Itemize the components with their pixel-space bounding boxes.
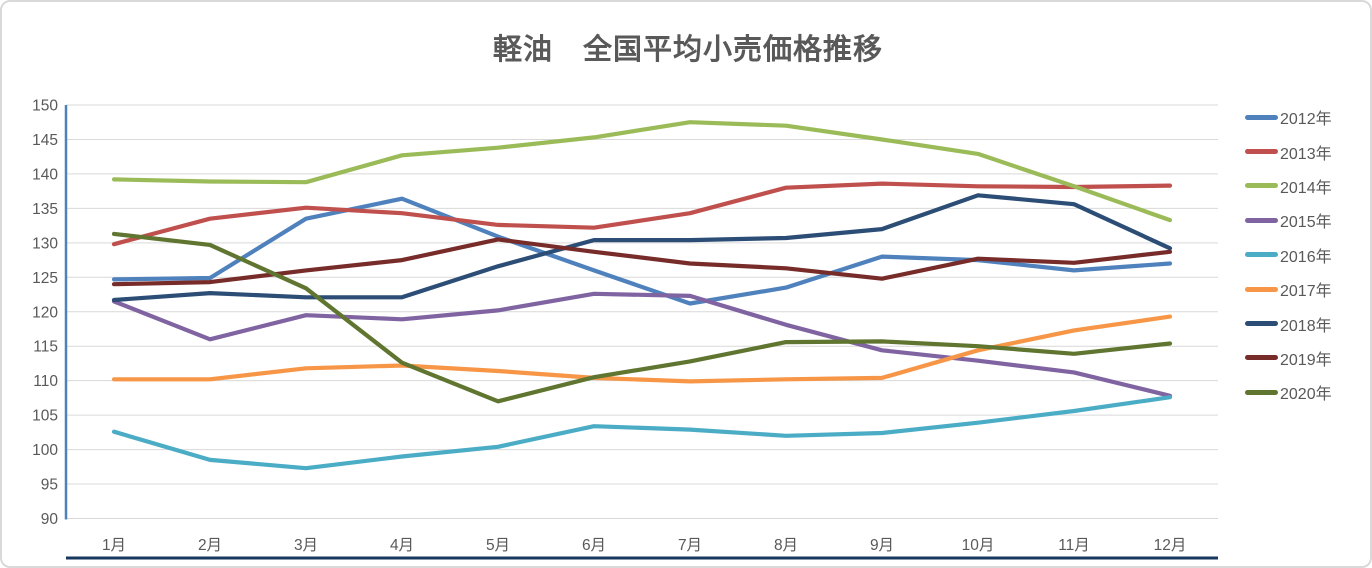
x-axis-month-label: 9月 xyxy=(870,537,894,554)
x-axis-month-label: 12月 xyxy=(1154,537,1187,554)
legend-swatch-icon xyxy=(1245,389,1278,395)
x-axis-month-label: 1月 xyxy=(102,537,126,554)
legend-swatch-icon xyxy=(1245,183,1278,189)
legend-label: 2020年 xyxy=(1280,386,1332,404)
legend-swatch-icon xyxy=(1245,286,1278,292)
legend-label: 2014年 xyxy=(1280,179,1332,197)
y-axis-tick-label: 105 xyxy=(32,408,58,425)
legend-item-2013年: 2013年 xyxy=(1245,134,1365,168)
x-axis-month-label: 11月 xyxy=(1058,537,1090,554)
legend-swatch-icon xyxy=(1245,114,1278,120)
legend-swatch-icon xyxy=(1245,355,1278,361)
y-axis-tick-label: 140 xyxy=(32,166,58,183)
y-axis-tick-label: 115 xyxy=(33,339,58,356)
legend-label: 2016年 xyxy=(1280,248,1332,266)
x-axis-month-label: 6月 xyxy=(582,537,606,554)
x-axis-month-label: 4月 xyxy=(390,537,414,554)
legend-label: 2017年 xyxy=(1280,283,1332,301)
y-axis-tick-label: 100 xyxy=(32,442,58,459)
y-axis-tick-label: 125 xyxy=(32,270,58,287)
legend-item-2020年: 2020年 xyxy=(1245,375,1365,409)
series-line-2016年 xyxy=(111,395,1173,471)
legend-swatch-icon xyxy=(1245,217,1278,223)
y-axis-tick-label: 130 xyxy=(32,235,58,252)
legend-item-2012年: 2012年 xyxy=(1245,100,1365,134)
legend-item-2015年: 2015年 xyxy=(1245,203,1365,237)
chart-title: 軽油 全国平均小売価格推移 xyxy=(492,34,883,66)
y-axis-tick-label: 135 xyxy=(32,201,58,218)
legend: 2012年 2013年 2014年 2015年 2016年 2017年 2018年 2019年… xyxy=(1245,100,1365,410)
series-line-2014年 xyxy=(111,120,1173,223)
series-line-2013年 xyxy=(111,181,1173,247)
series-line-2015年 xyxy=(111,291,1173,398)
x-axis-month-label: 7月 xyxy=(678,537,702,554)
legend-swatch-icon xyxy=(1245,149,1278,155)
legend-label: 2018年 xyxy=(1280,317,1332,335)
legend-item-2014年: 2014年 xyxy=(1245,169,1365,203)
legend-item-2017年: 2017年 xyxy=(1245,272,1365,306)
legend-item-2018年: 2018年 xyxy=(1245,306,1365,340)
x-axis-month-label: 5月 xyxy=(486,537,510,554)
x-axis-month-label: 10月 xyxy=(962,537,995,554)
x-axis-month-label: 3月 xyxy=(294,537,318,554)
x-axis-month-label: 8月 xyxy=(774,537,798,554)
y-axis-tick-label: 145 xyxy=(32,132,58,149)
series-line-2018年 xyxy=(111,193,1173,303)
legend-item-2016年: 2016年 xyxy=(1245,238,1365,272)
legend-label: 2012年 xyxy=(1280,111,1332,129)
legend-label: 2015年 xyxy=(1280,214,1332,232)
series-line-2012年 xyxy=(111,196,1173,306)
y-axis-tick-label: 95 xyxy=(41,477,58,494)
legend-swatch-icon xyxy=(1245,252,1278,258)
series-line-2019年 xyxy=(111,237,1173,287)
y-axis-tick-label: 110 xyxy=(33,373,58,390)
legend-label: 2013年 xyxy=(1280,145,1332,163)
legend-label: 2019年 xyxy=(1280,351,1332,369)
series-line-2020年 xyxy=(111,231,1173,404)
y-axis-tick-label: 90 xyxy=(41,511,59,528)
y-axis-tick-label: 150 xyxy=(32,98,58,115)
y-axis-tick-label: 120 xyxy=(32,304,58,321)
x-axis-month-label: 2月 xyxy=(198,537,222,554)
legend-item-2019年: 2019年 xyxy=(1245,341,1365,375)
legend-swatch-icon xyxy=(1245,321,1278,327)
